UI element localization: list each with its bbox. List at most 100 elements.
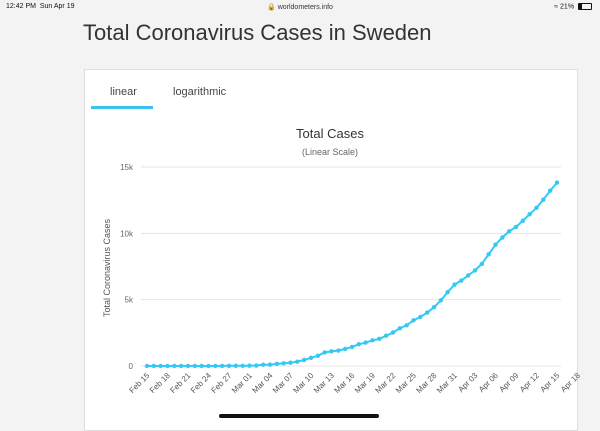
active-tab-indicator <box>91 106 153 109</box>
data-point[interactable] <box>301 357 307 363</box>
data-point[interactable] <box>322 350 327 355</box>
data-point[interactable] <box>295 359 300 364</box>
battery-icon <box>578 3 592 10</box>
data-point[interactable] <box>541 197 546 202</box>
data-point[interactable] <box>431 304 437 310</box>
x-tick-label: Mar 04 <box>250 371 274 395</box>
data-point[interactable] <box>267 362 273 367</box>
x-tick-label: Mar 22 <box>373 371 397 395</box>
data-point[interactable] <box>151 363 157 369</box>
data-point[interactable] <box>452 282 457 287</box>
url-text: worldometers.info <box>277 4 333 11</box>
data-point[interactable] <box>206 363 211 369</box>
data-point[interactable] <box>288 360 293 365</box>
data-point[interactable] <box>260 362 266 367</box>
data-point[interactable] <box>554 180 560 185</box>
data-point[interactable] <box>520 218 526 223</box>
data-point[interactable] <box>424 310 430 315</box>
tab-linear[interactable]: linear <box>110 86 137 98</box>
y-tick-label: 5k <box>125 296 134 305</box>
x-tick-label: Apr 09 <box>497 371 520 394</box>
data-point[interactable] <box>315 353 321 358</box>
data-point[interactable] <box>158 363 163 369</box>
data-point[interactable] <box>547 188 553 193</box>
data-point[interactable] <box>165 363 170 369</box>
data-point[interactable] <box>240 363 245 369</box>
data-point[interactable] <box>192 363 198 369</box>
data-point[interactable] <box>226 363 232 369</box>
chart-subtitle: (Linear Scale) <box>302 147 358 157</box>
data-point[interactable] <box>178 363 184 369</box>
data-point[interactable] <box>459 278 464 283</box>
data-point[interactable] <box>383 333 389 338</box>
x-tick-label: Apr 12 <box>518 371 541 394</box>
x-tick-label: Mar 01 <box>230 371 254 395</box>
status-right: ≈ 21% <box>554 3 592 10</box>
data-point[interactable] <box>534 205 539 210</box>
data-point[interactable] <box>185 363 191 369</box>
grid-lines <box>141 166 561 367</box>
url-bar[interactable]: 🔒 worldometers.info <box>0 3 600 11</box>
status-time: 12:42 PM <box>6 3 36 10</box>
data-point[interactable] <box>397 326 403 331</box>
tab-logarithmic[interactable]: logarithmic <box>173 86 227 98</box>
data-point[interactable] <box>274 361 280 367</box>
data-point[interactable] <box>329 349 334 354</box>
data-point[interactable] <box>336 348 341 353</box>
data-point[interactable] <box>247 363 252 368</box>
x-tick-label: Mar 28 <box>414 371 438 395</box>
data-point[interactable] <box>377 336 382 342</box>
data-point[interactable] <box>349 344 355 350</box>
data-point[interactable] <box>281 361 286 366</box>
data-point[interactable] <box>144 363 150 369</box>
data-point[interactable] <box>506 229 512 234</box>
x-tick-label: Mar 13 <box>312 371 336 395</box>
data-point[interactable] <box>254 363 259 368</box>
data-point[interactable] <box>500 235 505 240</box>
data-point[interactable] <box>411 318 416 323</box>
data-point[interactable] <box>513 224 519 230</box>
y-tick-label: 10k <box>120 229 134 238</box>
data-point[interactable] <box>404 323 409 328</box>
x-tick-label: Mar 07 <box>271 371 295 395</box>
home-indicator <box>219 414 379 418</box>
data-point[interactable] <box>493 242 498 247</box>
data-point[interactable] <box>356 342 362 347</box>
data-point[interactable] <box>486 252 491 257</box>
data-point[interactable] <box>445 289 450 295</box>
data-point[interactable] <box>219 363 225 369</box>
x-tick-label: Mar 25 <box>394 371 418 395</box>
data-point[interactable] <box>390 330 396 335</box>
chart-title: Total Cases <box>296 126 364 141</box>
data-point[interactable] <box>233 363 239 369</box>
x-tick-label: Apr 06 <box>477 371 500 394</box>
page-title: Total Coronavirus Cases in Sweden <box>83 20 432 45</box>
series-line <box>147 181 558 367</box>
x-tick-label: Feb 21 <box>168 371 192 395</box>
data-point[interactable] <box>308 355 314 360</box>
x-tick-label: Mar 19 <box>353 371 377 395</box>
data-point[interactable] <box>418 314 423 320</box>
data-point[interactable] <box>527 211 532 217</box>
wifi-icon: ≈ <box>554 3 559 11</box>
data-point[interactable] <box>363 340 368 345</box>
data-point[interactable] <box>479 261 485 267</box>
data-point[interactable] <box>472 268 478 273</box>
data-point[interactable] <box>213 363 218 369</box>
x-tick-label: Mar 31 <box>435 371 459 395</box>
y-axis-label: Total Coronavirus Cases <box>102 218 112 317</box>
y-tick-label: 15k <box>120 163 134 172</box>
x-tick-label: Mar 10 <box>291 371 315 395</box>
data-point[interactable] <box>199 363 204 369</box>
battery-percent: 21% <box>560 3 575 11</box>
x-tick-label: Apr 03 <box>456 371 479 394</box>
data-point[interactable] <box>370 338 375 343</box>
data-point[interactable] <box>342 346 348 352</box>
status-date: Sun Apr 19 <box>39 3 75 10</box>
x-tick-label: Apr 18 <box>559 371 582 394</box>
cases-chart: Total Cases (Linear Scale) Total Coronav… <box>102 126 582 395</box>
x-tick-label: Mar 16 <box>332 371 356 395</box>
data-point[interactable] <box>465 273 471 278</box>
data-point[interactable] <box>438 298 444 303</box>
data-point[interactable] <box>172 363 177 369</box>
